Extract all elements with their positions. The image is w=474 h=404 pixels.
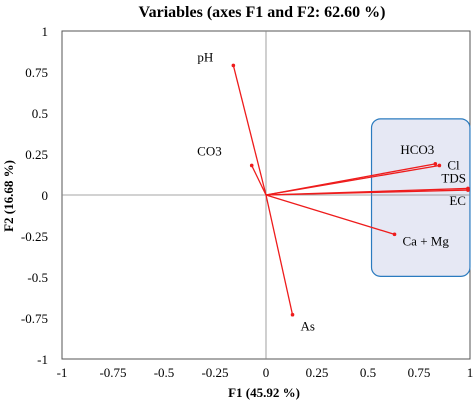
x-axis-title: F1 (45.92 %) [228,385,300,400]
y-tick-label: 0.25 [25,147,48,162]
vector-tip-ec [466,188,470,192]
vector-label-cl: Cl [447,157,460,172]
x-tick-label: -0.25 [201,365,228,380]
x-tick-label: -1 [57,365,68,380]
y-tick-label: 0.5 [32,106,48,121]
x-tick-label: 0.25 [306,365,329,380]
loading-vectors [231,63,470,317]
vector-label-tds: TDS [441,170,466,185]
x-tick-label: 0 [263,365,270,380]
vector-ec [265,189,468,196]
y-tick-label: -1 [37,352,48,367]
x-tick-labels: -1 -0.75 -0.5 -0.25 0 0.25 0.5 0.75 1 [57,365,474,380]
x-tick-label: 0.75 [408,365,431,380]
y-tick-labels: 1 0.75 0.5 0.25 0 -0.25 -0.5 -0.75 -1 [21,24,48,367]
vector-label-as: As [301,319,315,334]
vector-label-ec: EC [449,193,466,208]
vector-label-co3: CO3 [197,143,222,158]
y-tick-label: 1 [42,24,49,39]
vector-tip-hco3 [433,162,438,166]
x-tick-label: -0.5 [154,365,175,380]
vector-cl [265,164,440,196]
y-tick-label: 0 [42,188,49,203]
vector-co3 [251,165,267,196]
y-axis-title: F2 (16.68 %) [1,160,16,232]
x-tick-label: 0.5 [360,365,376,380]
y-tick-label: -0.25 [21,229,48,244]
x-tick-label: 1 [467,365,474,380]
vector-label-ph: pH [197,49,213,64]
vector-tip-as [290,312,295,317]
chart-title: Variables (axes F1 and F2: 62.60 %) [139,4,386,21]
vector-tip-ca-mg [392,232,397,237]
vector-tip-cl [437,163,442,168]
vector-label-ca-mg: Ca + Mg [403,233,450,248]
y-tick-label: -0.5 [27,270,48,285]
x-tick-label: -0.75 [99,365,126,380]
y-tick-label: -0.75 [21,311,48,326]
y-tick-label: 0.75 [25,65,48,80]
vector-tip-ph [231,63,236,68]
highlight-group-box [370,118,471,277]
vector-label-hco3: HCO3 [400,142,434,157]
vector-ph [232,65,267,196]
vector-as [265,194,294,315]
vector-tip-co3 [249,163,254,168]
vector-ca-mg [265,194,395,235]
